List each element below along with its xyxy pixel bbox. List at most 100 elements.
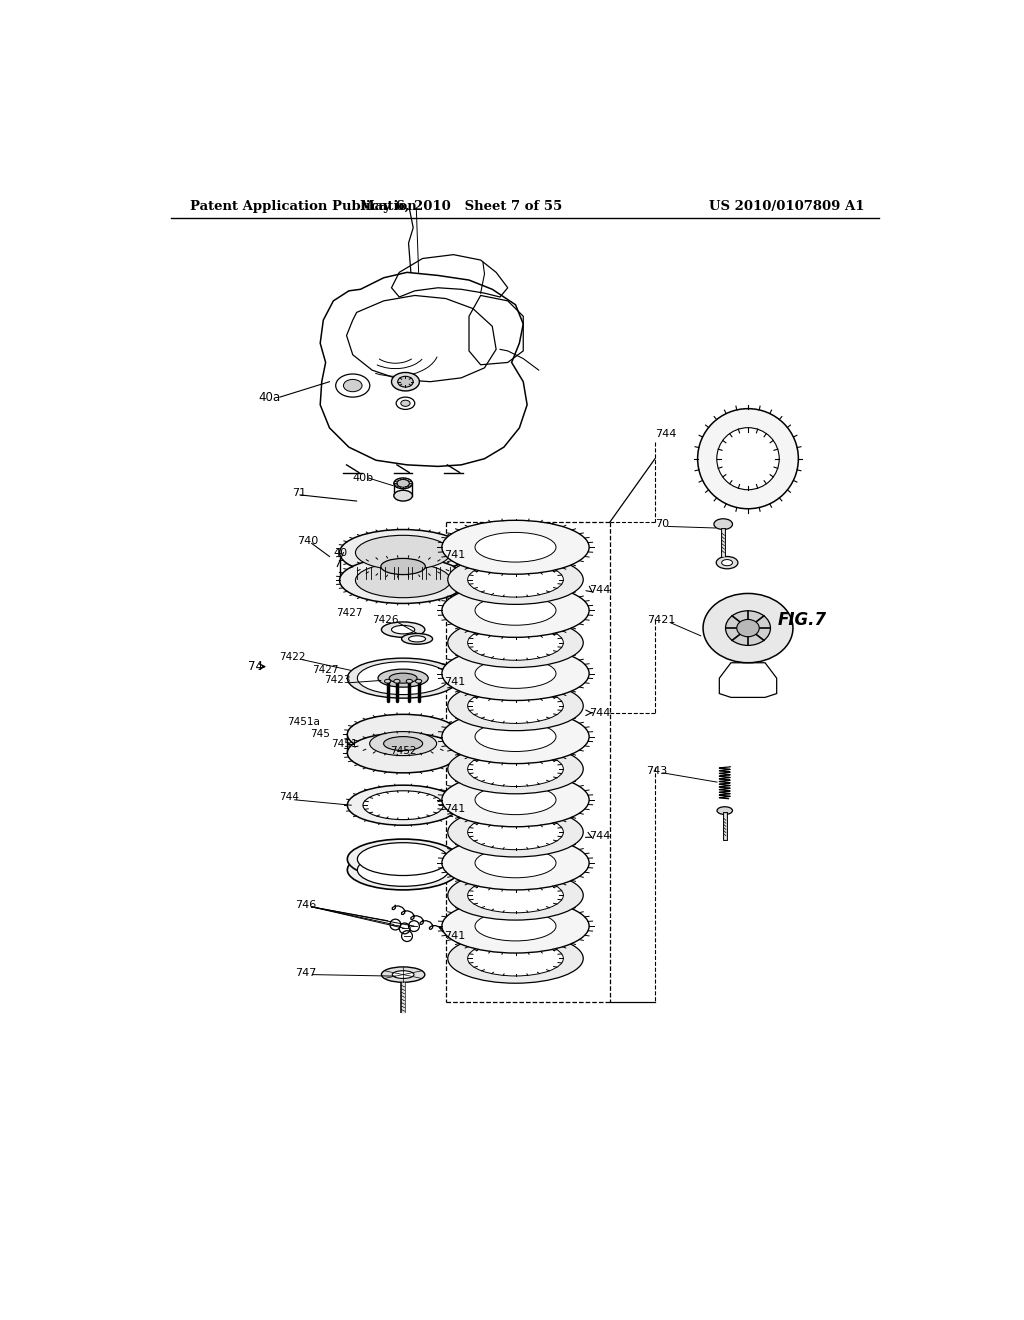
Ellipse shape [475, 785, 556, 814]
Text: 7451: 7451 [331, 739, 357, 748]
Ellipse shape [391, 372, 420, 391]
Ellipse shape [355, 536, 451, 570]
Ellipse shape [468, 626, 563, 660]
Text: 741: 741 [444, 677, 466, 686]
Ellipse shape [447, 554, 584, 605]
Text: 744: 744 [589, 708, 610, 718]
Text: 744: 744 [655, 429, 677, 440]
Text: 741: 741 [444, 931, 466, 941]
Text: 71: 71 [292, 488, 306, 499]
Ellipse shape [347, 714, 459, 755]
Ellipse shape [716, 557, 738, 569]
Ellipse shape [384, 737, 423, 751]
Ellipse shape [475, 722, 556, 751]
Ellipse shape [401, 634, 432, 644]
Ellipse shape [340, 529, 467, 576]
Text: 7452: 7452 [390, 746, 417, 756]
Ellipse shape [381, 966, 425, 982]
Ellipse shape [442, 583, 589, 638]
Ellipse shape [468, 814, 563, 850]
Ellipse shape [347, 733, 459, 774]
Text: 7421: 7421 [647, 615, 676, 626]
Ellipse shape [385, 680, 391, 684]
Ellipse shape [357, 842, 449, 875]
Ellipse shape [468, 751, 563, 787]
Text: 741: 741 [444, 550, 466, 560]
Ellipse shape [447, 618, 584, 668]
Ellipse shape [447, 744, 584, 793]
Ellipse shape [381, 622, 425, 638]
Text: US 2010/0107809 A1: US 2010/0107809 A1 [709, 199, 864, 213]
Ellipse shape [442, 774, 589, 826]
Ellipse shape [394, 490, 413, 502]
Ellipse shape [722, 560, 732, 566]
Ellipse shape [442, 710, 589, 763]
Ellipse shape [347, 659, 459, 698]
Ellipse shape [355, 564, 451, 598]
Ellipse shape [717, 807, 732, 814]
Ellipse shape [442, 899, 589, 953]
Text: 40: 40 [334, 548, 347, 557]
Text: 745: 745 [310, 730, 330, 739]
Ellipse shape [340, 557, 467, 603]
Ellipse shape [416, 680, 422, 684]
Ellipse shape [400, 400, 410, 407]
Ellipse shape [468, 878, 563, 913]
Text: 743: 743 [646, 766, 667, 776]
Ellipse shape [703, 594, 793, 663]
Ellipse shape [447, 808, 584, 857]
Text: 746: 746 [295, 900, 315, 911]
Ellipse shape [447, 933, 584, 983]
Ellipse shape [397, 376, 414, 387]
Text: 744: 744 [280, 792, 299, 803]
Ellipse shape [389, 673, 417, 684]
Ellipse shape [378, 669, 428, 688]
Ellipse shape [475, 595, 556, 626]
Ellipse shape [394, 680, 400, 684]
Ellipse shape [475, 532, 556, 562]
Ellipse shape [475, 849, 556, 878]
Text: 7422: 7422 [280, 652, 305, 663]
Ellipse shape [442, 520, 589, 574]
Ellipse shape [447, 681, 584, 731]
Text: 744: 744 [589, 585, 610, 594]
Ellipse shape [468, 941, 563, 975]
Text: Patent Application Publication: Patent Application Publication [190, 199, 417, 213]
Text: 74: 74 [248, 660, 263, 673]
Ellipse shape [726, 611, 770, 645]
Ellipse shape [347, 785, 459, 825]
Ellipse shape [714, 519, 732, 529]
Ellipse shape [717, 428, 779, 490]
Ellipse shape [357, 854, 449, 886]
Text: 747: 747 [295, 968, 316, 978]
Text: May 6, 2010   Sheet 7 of 55: May 6, 2010 Sheet 7 of 55 [360, 199, 562, 213]
Text: 40b: 40b [352, 473, 374, 483]
Text: 70: 70 [655, 519, 669, 529]
Ellipse shape [336, 374, 370, 397]
Ellipse shape [396, 397, 415, 409]
Ellipse shape [394, 478, 413, 488]
Text: FIG.7: FIG.7 [777, 611, 826, 630]
Ellipse shape [475, 911, 556, 941]
Text: 740: 740 [297, 536, 318, 546]
Ellipse shape [347, 850, 459, 890]
Text: 40a: 40a [258, 391, 281, 404]
Ellipse shape [362, 791, 443, 820]
Ellipse shape [468, 688, 563, 723]
Text: 7423: 7423 [324, 676, 350, 685]
Ellipse shape [697, 409, 799, 508]
Ellipse shape [397, 479, 410, 487]
Ellipse shape [347, 840, 459, 879]
Ellipse shape [407, 680, 413, 684]
Ellipse shape [357, 661, 449, 694]
Ellipse shape [447, 870, 584, 920]
Ellipse shape [343, 379, 362, 392]
Ellipse shape [409, 636, 426, 642]
Text: 744: 744 [589, 832, 610, 841]
Ellipse shape [475, 659, 556, 688]
Ellipse shape [442, 647, 589, 701]
Ellipse shape [391, 626, 415, 634]
Ellipse shape [736, 619, 759, 636]
Text: 7427: 7427 [311, 665, 338, 676]
Text: 7451a: 7451a [287, 717, 319, 727]
